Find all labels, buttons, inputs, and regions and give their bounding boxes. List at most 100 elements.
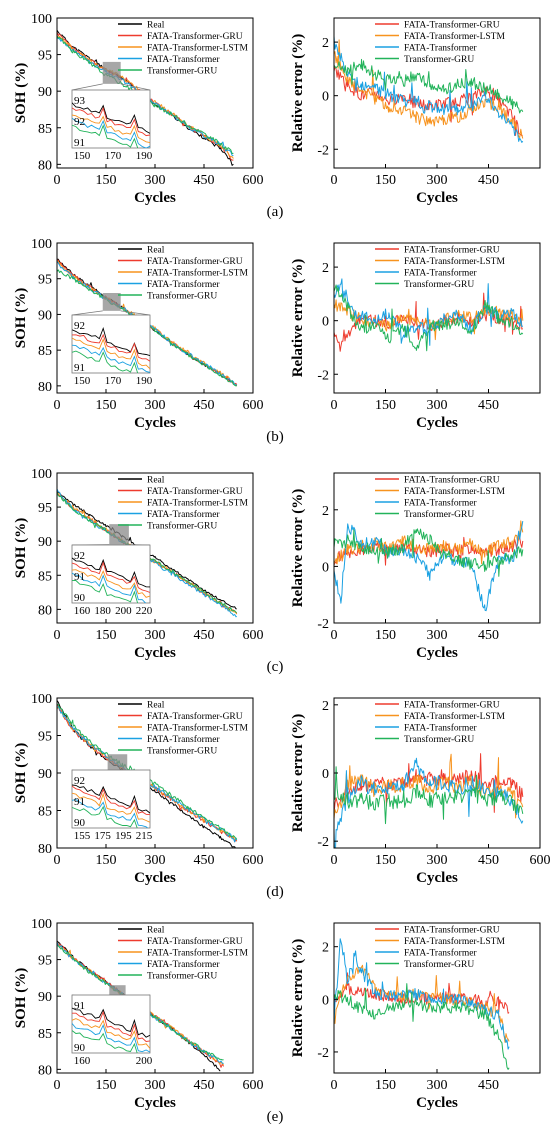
inset-lines <box>72 102 150 148</box>
error-legend-label: FATA-Transformer-GRU <box>404 700 500 711</box>
soh-legend-label: FATA-Transformer <box>147 54 220 65</box>
error-legend-label: FATA-Transformer-GRU <box>404 245 500 256</box>
error-series-line <box>334 528 524 577</box>
panel-label: (b) <box>266 429 284 445</box>
zoom-connector <box>120 310 151 316</box>
inset-lines <box>72 557 150 603</box>
error-ytick-label: 0 <box>322 993 329 1008</box>
error-xtick-label: 450 <box>478 398 499 413</box>
zoom-connector <box>120 83 151 91</box>
error-series-line <box>334 36 524 143</box>
inset-series-line <box>72 333 150 362</box>
error-series-line <box>334 278 524 346</box>
error-ylabel: Relative error (%) <box>290 34 306 153</box>
soh-legend-label: FATA-Transformer-GRU <box>147 486 243 497</box>
inset-series-line <box>72 1007 150 1038</box>
soh-legend-label: FATA-Transformer-GRU <box>147 936 243 947</box>
inset-series-line <box>72 326 150 357</box>
inset-ytick-label: 92 <box>74 116 85 128</box>
error-xtick-label: 300 <box>427 628 448 643</box>
soh-ytick-label: 85 <box>38 344 52 359</box>
inset-lines <box>72 784 150 828</box>
soh-ytick-label: 95 <box>38 49 52 64</box>
soh-legend-label: Transformer-GRU <box>147 66 217 77</box>
soh-xlabel: Cycles <box>134 870 176 886</box>
soh-ytick-label: 80 <box>38 380 52 395</box>
soh-ylabel: SOH (%) <box>13 63 29 123</box>
inset-xtick-label: 160 <box>74 605 91 617</box>
error-xtick-label: 300 <box>427 1078 448 1093</box>
error-series-line <box>334 521 524 612</box>
error-series-line <box>334 766 524 825</box>
error-legend-label: Transformer-GRU <box>404 54 474 65</box>
soh-ytick-label: 90 <box>38 85 52 100</box>
error-legend-label: FATA-Transformer-GRU <box>404 475 500 486</box>
soh-legend-label: Real <box>147 701 165 711</box>
error-lines <box>334 938 510 1070</box>
inset-series-line <box>72 1010 150 1042</box>
soh-legend-label: FATA-Transformer <box>147 509 220 520</box>
error-xtick-label: 300 <box>427 173 448 188</box>
soh-legend-label: FATA-Transformer-GRU <box>147 31 243 42</box>
error-legend-label: Transformer-GRU <box>404 279 474 290</box>
soh-xtick-label: 600 <box>243 398 264 413</box>
soh-xlabel: Cycles <box>134 645 176 661</box>
zoom-connector <box>71 83 103 91</box>
inset-series-line <box>72 785 150 816</box>
inset-series-line <box>72 1023 150 1053</box>
error-xlabel: Cycles <box>416 415 458 431</box>
inset-xtick-label: 150 <box>74 375 91 387</box>
soh-ytick-label: 95 <box>38 501 52 516</box>
soh-ytick-label: 100 <box>31 917 52 932</box>
error-legend-label: FATA-Transformer-LSTM <box>404 31 505 42</box>
soh-ytick-label: 85 <box>38 122 52 137</box>
inset-ytick-label: 90 <box>74 817 86 829</box>
error-ytick-label: -2 <box>317 368 329 383</box>
soh-ylabel: SOH (%) <box>13 743 29 803</box>
soh-ylabel: SOH (%) <box>13 968 29 1028</box>
error-legend-label: FATA-Transformer <box>404 268 477 279</box>
error-xlabel: Cycles <box>416 1095 458 1111</box>
error-xtick-label: 450 <box>478 628 499 643</box>
error-ytick-label: -2 <box>317 1046 329 1061</box>
error-series-line <box>334 972 510 1014</box>
inset-series-line <box>72 805 138 828</box>
inset-series-line <box>72 1030 138 1053</box>
inset-series-line <box>72 350 139 373</box>
error-ytick-label: -2 <box>317 835 329 850</box>
inset-lines <box>72 326 150 373</box>
inset-series-line <box>72 579 139 603</box>
zoom-connector <box>71 310 103 316</box>
soh-ytick-label: 95 <box>38 273 52 288</box>
soh-xtick-label: 300 <box>145 1078 166 1093</box>
inset-lines <box>72 1007 150 1053</box>
error-legend-label: FATA-Transformer-GRU <box>404 925 500 936</box>
soh-ytick-label: 90 <box>38 308 52 323</box>
inset-series-line <box>72 561 150 593</box>
error-xtick-label: 0 <box>331 398 338 413</box>
error-ytick-label: -2 <box>317 617 329 632</box>
soh-legend-label: FATA-Transformer-LSTM <box>147 43 248 54</box>
soh-legend-label: FATA-Transformer-LSTM <box>147 723 248 734</box>
error-ytick-label: -2 <box>317 143 329 158</box>
soh-xtick-label: 300 <box>145 853 166 868</box>
soh-xtick-label: 150 <box>96 853 117 868</box>
error-lines <box>334 753 524 848</box>
error-ytick-label: 2 <box>322 261 329 276</box>
soh-ytick-label: 95 <box>38 954 52 969</box>
inset-xtick-label: 220 <box>136 605 153 617</box>
soh-legend-label: Transformer-GRU <box>147 521 217 532</box>
inset-series-line <box>72 1018 150 1049</box>
inset-series-line <box>72 124 139 148</box>
panel-a: 150 170 190 93 92 91 0 150 300 450 600 80 85 90 95 100 C… <box>13 12 541 220</box>
inset-series-line <box>72 337 150 370</box>
soh-legend-label: FATA-Transformer-LSTM <box>147 268 248 279</box>
error-xtick-label: 0 <box>331 628 338 643</box>
soh-xtick-label: 450 <box>194 1078 215 1093</box>
error-xtick-label: 300 <box>427 853 448 868</box>
soh-xtick-label: 600 <box>243 1078 264 1093</box>
soh-xtick-label: 150 <box>96 628 117 643</box>
inset-ytick-label: 92 <box>74 550 85 562</box>
inset-ytick-label: 91 <box>74 362 85 374</box>
